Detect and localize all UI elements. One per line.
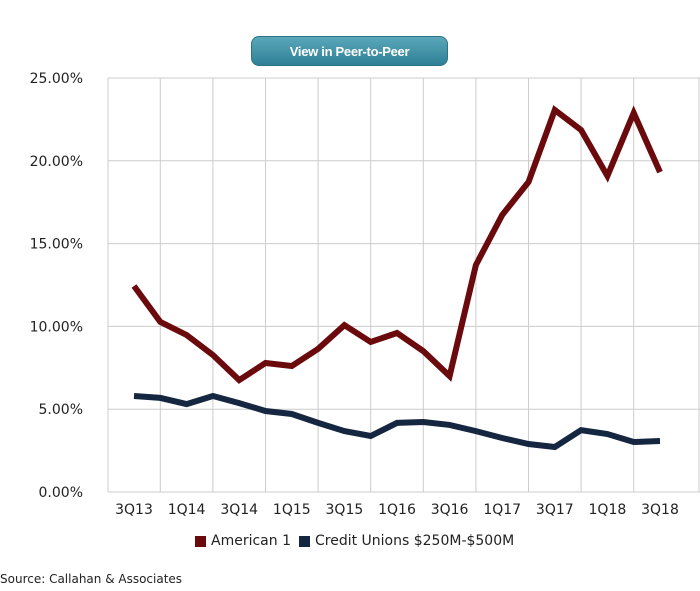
- data-point-american-1[interactable]: [289, 363, 295, 369]
- x-tick-label: 1Q18: [589, 502, 627, 518]
- data-point-american-1[interactable]: [499, 212, 505, 218]
- data-point-credit-unions[interactable]: [394, 420, 400, 426]
- data-point-american-1[interactable]: [473, 262, 479, 268]
- data-point-american-1[interactable]: [236, 377, 242, 383]
- series-line-american-1[interactable]: [131, 105, 663, 384]
- y-tick-label: 0.00%: [39, 485, 83, 501]
- y-tick-label: 5.00%: [39, 402, 83, 418]
- data-point-credit-unions[interactable]: [157, 395, 163, 401]
- data-point-american-1[interactable]: [604, 173, 610, 179]
- y-tick-label: 20.00%: [30, 154, 83, 170]
- data-point-american-1[interactable]: [526, 179, 532, 185]
- x-tick-label: 3Q15: [326, 502, 364, 518]
- x-tick-label: 1Q14: [168, 502, 206, 518]
- data-point-american-1[interactable]: [631, 110, 637, 116]
- y-tick-label: 15.00%: [30, 237, 83, 253]
- data-point-american-1[interactable]: [578, 127, 584, 133]
- chart-legend: American 1 Credit Unions $250M-$500M: [195, 533, 522, 549]
- data-point-american-1[interactable]: [420, 348, 426, 354]
- data-point-credit-unions[interactable]: [526, 441, 532, 447]
- data-point-american-1[interactable]: [341, 322, 347, 328]
- data-point-credit-unions[interactable]: [131, 393, 137, 399]
- y-tick-label: 10.00%: [30, 319, 83, 335]
- view-in-peer-to-peer-button[interactable]: View in Peer-to-Peer: [251, 36, 448, 66]
- data-point-american-1[interactable]: [210, 352, 216, 358]
- legend-label-american-1: American 1: [211, 533, 291, 549]
- data-point-american-1[interactable]: [315, 346, 321, 352]
- data-point-credit-unions[interactable]: [263, 408, 269, 414]
- legend-item-credit-unions[interactable]: Credit Unions $250M-$500M: [298, 533, 515, 549]
- x-tick-label: 3Q17: [536, 502, 574, 518]
- data-point-credit-unions[interactable]: [420, 419, 426, 425]
- data-point-american-1[interactable]: [394, 330, 400, 336]
- data-point-credit-unions[interactable]: [447, 422, 453, 428]
- data-point-credit-unions[interactable]: [210, 393, 216, 399]
- data-point-american-1[interactable]: [368, 339, 374, 345]
- data-point-credit-unions[interactable]: [315, 420, 321, 426]
- x-tick-label: 3Q13: [115, 502, 153, 518]
- x-tick-label: 1Q17: [483, 502, 521, 518]
- data-point-credit-unions[interactable]: [184, 401, 190, 407]
- data-point-american-1[interactable]: [131, 283, 137, 289]
- x-tick-label: 3Q16: [431, 502, 469, 518]
- data-point-american-1[interactable]: [447, 373, 453, 379]
- data-point-american-1[interactable]: [263, 360, 269, 366]
- data-point-credit-unions[interactable]: [631, 439, 637, 445]
- x-tick-label: 3Q14: [220, 502, 258, 518]
- legend-label-credit-unions: Credit Unions $250M-$500M: [314, 533, 515, 549]
- y-tick-label: 25.00%: [30, 71, 83, 87]
- data-point-american-1[interactable]: [657, 169, 663, 175]
- legend-item-american-1[interactable]: American 1: [195, 533, 291, 549]
- data-point-credit-unions[interactable]: [499, 435, 505, 441]
- series-line-credit-unions[interactable]: [133, 392, 661, 451]
- x-tick-label: 1Q16: [378, 502, 416, 518]
- data-point-credit-unions[interactable]: [236, 400, 242, 406]
- data-point-credit-unions[interactable]: [289, 411, 295, 417]
- x-tick-label: 3Q18: [641, 502, 679, 518]
- data-point-credit-unions[interactable]: [604, 431, 610, 437]
- data-point-credit-unions[interactable]: [368, 433, 374, 439]
- data-point-american-1[interactable]: [157, 319, 163, 325]
- x-tick-label: 1Q15: [273, 502, 311, 518]
- legend-swatch-credit-unions: [298, 535, 310, 547]
- data-point-credit-unions[interactable]: [657, 438, 663, 444]
- data-point-american-1[interactable]: [184, 332, 190, 338]
- data-point-credit-unions[interactable]: [473, 428, 479, 434]
- source-note: Source: Callahan & Associates: [0, 572, 183, 586]
- data-point-credit-unions[interactable]: [552, 444, 558, 450]
- data-point-credit-unions[interactable]: [341, 428, 347, 434]
- legend-swatch-american-1: [195, 535, 206, 547]
- data-point-american-1[interactable]: [552, 107, 558, 113]
- data-point-credit-unions[interactable]: [578, 427, 584, 433]
